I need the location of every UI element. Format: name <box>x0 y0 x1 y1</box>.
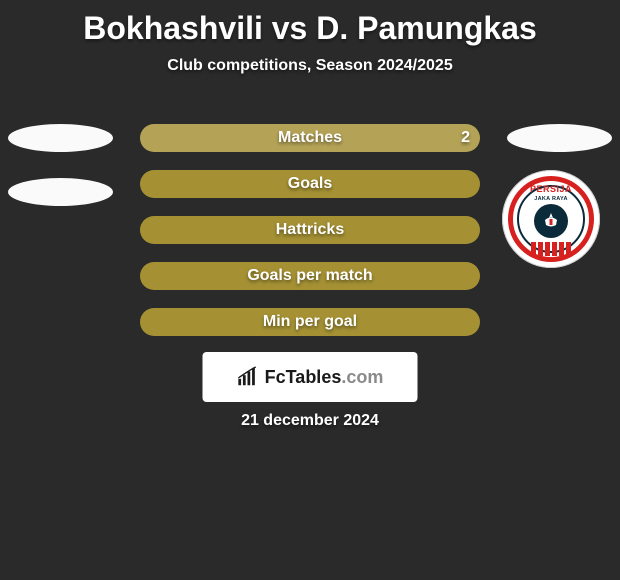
stat-bar: Hattricks <box>140 216 480 244</box>
club-stripes-icon <box>521 242 581 256</box>
player-badge-placeholder <box>507 124 612 152</box>
club-sub-label: JAKA RAYA <box>534 196 568 202</box>
stat-bar: Goals <box>140 170 480 198</box>
bar-chart-icon <box>237 366 259 388</box>
stat-label: Hattricks <box>276 221 344 238</box>
watermark-text-main: FcTables <box>265 367 342 387</box>
stat-value-right: 2 <box>461 124 470 152</box>
club-name-label: PERSIJA <box>530 184 572 194</box>
left-player-badges <box>8 124 113 232</box>
club-badge-persija: PERSIJA JAKA RAYA <box>502 170 600 268</box>
season-subtitle: Club competitions, Season 2024/2025 <box>0 57 620 75</box>
stat-label: Matches <box>278 129 342 146</box>
watermark-text-suffix: .com <box>341 367 383 387</box>
stat-bar: Min per goal <box>140 308 480 336</box>
comparison-title: Bokhashvili vs D. Pamungkas <box>0 0 620 47</box>
snapshot-date: 21 december 2024 <box>0 412 620 430</box>
player-badge-placeholder <box>8 124 113 152</box>
stat-bar: Matches 2 <box>140 124 480 152</box>
stat-comparison-chart: Matches 2 Goals Hattricks Goals per match Min… <box>140 124 480 354</box>
stat-label: Min per goal <box>263 313 357 330</box>
stat-label: Goals <box>288 175 332 192</box>
fctables-watermark: FcTables.com <box>203 352 418 402</box>
stat-bar: Goals per match <box>140 262 480 290</box>
stat-label: Goals per match <box>247 267 372 284</box>
club-emblem-icon <box>534 204 568 238</box>
club-badge-placeholder <box>8 178 113 206</box>
